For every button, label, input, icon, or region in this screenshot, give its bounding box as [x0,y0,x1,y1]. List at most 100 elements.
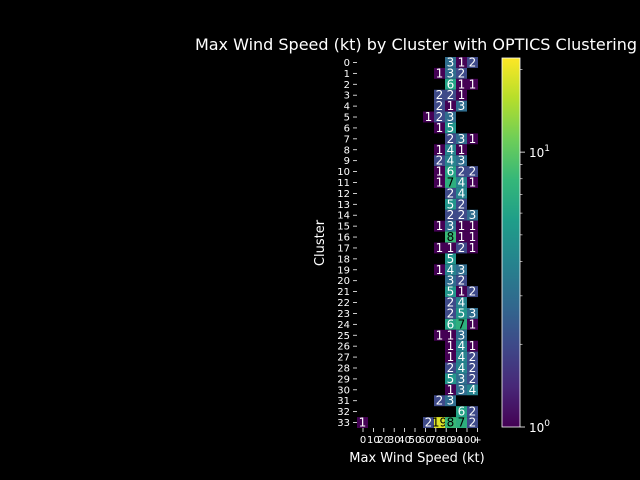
heatmap-cell [445,297,456,308]
cell-value-label: 1 [469,219,477,233]
heatmap-cell [434,67,445,79]
y-tick-label: 11 [337,178,350,189]
cell-value-label: 8 [447,230,455,244]
cell-value-label: 2 [469,55,477,69]
heatmap-cell [445,318,456,330]
colorbar-tick-label: 100 [529,419,550,435]
heatmap-cell [456,417,467,428]
cell-value-label: 3 [447,219,455,233]
x-tick-label: 90 [450,435,463,446]
heatmap-cell [434,100,445,112]
cell-value-label: 1 [458,88,466,102]
cell-value-label: 1 [436,328,444,342]
cell-value-label: 2 [447,208,455,222]
heatmap-cell [445,362,456,374]
y-tick-label: 7 [344,134,350,145]
heatmap-cell [456,264,467,276]
heatmap-cell [467,384,478,396]
heatmap-cell [434,177,445,188]
cell-value-label: 1 [458,285,466,299]
x-tick-label: 30 [388,435,401,446]
x-tick-label: 0 [360,435,366,446]
heatmap-cell [467,406,478,418]
cell-value-label: 3 [458,328,466,342]
cell-value-label: 1 [436,143,444,157]
cell-value-label: 1 [469,175,477,189]
x-tick-label: 60 [419,435,432,446]
heatmap-cell [456,340,467,352]
cell-value-label: 2 [436,154,444,168]
heatmap-cell [434,329,445,341]
cell-value-label: 3 [447,110,455,124]
x-axis-label: Max Wind Speed (kt) [349,451,484,466]
cell-value-label: 4 [447,143,455,157]
cell-value-label: 1 [458,143,466,157]
heatmap-cell [445,286,456,298]
heatmap-cell [467,362,478,374]
heatmap-cell [445,384,456,396]
colorbar-tick-label: 101 [529,144,550,160]
heatmap-cell [445,253,456,265]
cell-value-label: 1 [469,132,477,146]
y-tick-label: 5 [344,113,350,124]
y-tick-label: 31 [337,396,350,407]
cell-value-label: 3 [447,55,455,69]
cell-value-label: 2 [458,274,466,288]
cell-value-label: 2 [469,285,477,299]
y-tick-label: 6 [344,123,350,134]
heatmap-cell [434,89,445,101]
heatmap-cell [445,307,456,319]
cell-value-label: 3 [447,66,455,80]
y-tick-label: 33 [337,418,350,429]
cell-value-label: 4 [458,339,466,353]
cell-value-label: 4 [447,263,455,277]
heatmap-cell [467,373,478,385]
y-tick-label: 0 [344,58,350,69]
cell-value-label: 2 [469,372,477,386]
cell-value-label: 3 [447,274,455,288]
cell-value-label: 1 [436,241,444,255]
colorbar-frame [501,57,521,428]
heatmap-cell [445,67,456,79]
x-tick-label: 50 [409,435,422,446]
heatmap-cell [467,318,478,330]
y-tick-label: 25 [337,331,350,342]
heatmap-cell [456,362,467,374]
heatmap-cell [467,417,478,428]
heatmap-cell [467,57,478,68]
cell-value-label: 3 [469,208,477,222]
heatmap-cell [445,111,456,123]
heatmap-cell [445,275,456,287]
cell-value-label: 2 [436,99,444,113]
cell-value-label: 2 [447,306,455,320]
cell-value-label: 1 [458,77,466,91]
cell-value-label: 2 [436,88,444,102]
cell-value-label: 7 [458,317,466,331]
heatmap-cell [445,351,456,363]
heatmap-cell [456,78,467,90]
heatmap-cell [445,155,456,167]
cell-value-label: 2 [458,165,466,179]
cell-value-label: 8 [447,416,455,430]
heatmap-cell [445,373,456,385]
cell-value-label: 6 [458,405,466,419]
heatmap-cell [423,417,434,428]
cell-value-label: 1 [436,121,444,135]
cell-value-label: 2 [469,165,477,179]
y-tick-label: 29 [337,374,350,385]
cell-value-label: 4 [458,296,466,310]
heatmap-cell [445,78,456,90]
heatmap-cell [434,264,445,276]
heatmap-cell [445,122,456,134]
heatmap-cell [456,297,467,308]
heatmap-cell [467,242,478,254]
heatmap-cell [445,177,456,188]
y-tick-label: 13 [337,200,350,211]
cell-value-label: 3 [469,306,477,320]
y-tick-label: 1 [344,69,350,80]
heatmap-cell [434,144,445,156]
cell-value-label: 2 [458,208,466,222]
heatmap-cell [423,111,434,123]
heatmap-cell [445,144,456,156]
